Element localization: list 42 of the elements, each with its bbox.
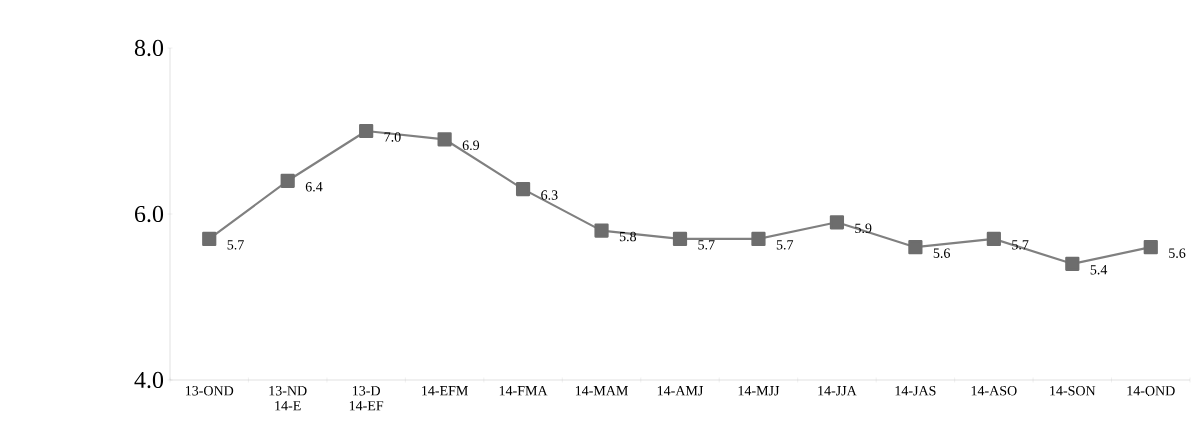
point <box>986 231 1001 246</box>
point <box>280 173 295 188</box>
point <box>202 231 217 246</box>
data-label: 5.9 <box>855 223 872 234</box>
data-label: 5.6 <box>933 248 951 258</box>
data-label: 6.4 <box>305 182 323 192</box>
data-label: 5.8 <box>619 231 637 242</box>
data-label: 5.7 <box>1012 240 1029 250</box>
data-label: 5.4 <box>1090 265 1108 275</box>
x-tick-label: 14-AMJ <box>657 386 704 396</box>
point <box>594 223 609 238</box>
data-label: 5.6 <box>1169 248 1186 258</box>
point <box>1065 256 1080 271</box>
data-label: 5.7 <box>698 240 715 250</box>
data-label: 6.3 <box>541 190 558 200</box>
point <box>829 215 845 230</box>
data-label: 5.7 <box>227 240 244 250</box>
point <box>515 182 531 197</box>
point <box>437 132 452 147</box>
x-tick-label: 13-ND 14-E <box>269 386 307 411</box>
x-tick-label: 14-SON <box>1050 386 1096 396</box>
point <box>908 240 923 255</box>
x-tick-label: 13-D 14-EF <box>349 386 384 411</box>
x-tick-label: 14-EFM <box>422 386 468 396</box>
y-tick-label: 4.0 <box>134 371 164 389</box>
x-tick-label: 14-MAM <box>575 386 628 396</box>
data-label: 6.9 <box>462 140 480 151</box>
point <box>672 231 688 246</box>
point <box>751 231 766 246</box>
x-tick-label: 14-OND <box>1127 386 1175 396</box>
x-tick-label: 14-ASO <box>971 386 1017 396</box>
x-tick-label: 14-JJA <box>818 386 857 396</box>
x-tick-label: 14-FMA <box>499 386 548 396</box>
x-tick-label: 13-OND <box>185 386 234 396</box>
x-tick-label: 14-MJJ <box>738 386 780 396</box>
point <box>359 123 374 139</box>
data-label: 5.7 <box>776 240 794 250</box>
x-tick-label: 14-JAS <box>895 386 936 396</box>
y-tick-label: 8.0 <box>134 39 164 57</box>
y-tick-label: 6.0 <box>135 205 164 223</box>
data-label: 7.0 <box>384 132 401 142</box>
point <box>1143 240 1158 255</box>
